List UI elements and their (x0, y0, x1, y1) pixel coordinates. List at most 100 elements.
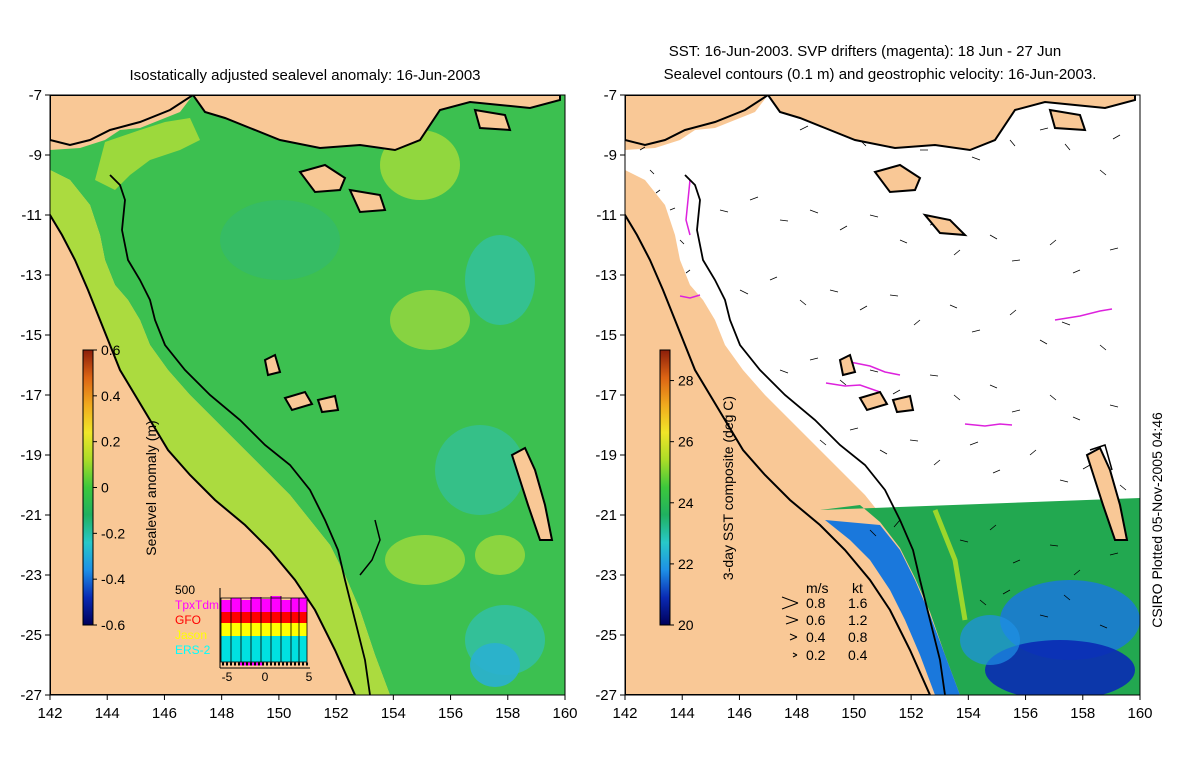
left-shelf-contour (109, 174, 371, 695)
right-sst-cold-eddy (985, 640, 1135, 695)
right-island (891, 394, 915, 414)
left-shelf-band (50, 170, 390, 695)
right-map-body (625, 95, 1140, 695)
x-tick-label: 146 (152, 705, 177, 722)
right-island (1048, 108, 1087, 132)
inset-legend-jason: Jason (175, 628, 207, 642)
right-colorbar: 28 26 24 22 20 3-day SST composite (deg C) (659, 349, 736, 633)
right-png-coast (766, 95, 1136, 152)
x-tick-label: 156 (438, 705, 463, 722)
colorbar-tick-label: -0.4 (101, 571, 125, 587)
y-tick-label: -13 (20, 267, 42, 284)
right-island (922, 213, 968, 237)
right-sst-cold-eddy (1000, 580, 1140, 660)
velocity-legend-header-ms: m/s (806, 580, 829, 596)
x-tick-label: 150 (266, 705, 291, 722)
y-tick-label: -11 (21, 207, 42, 224)
y-tick-label: -9 (29, 147, 42, 164)
y-tick-label: -7 (604, 87, 617, 104)
inset-legend-ers2: ERS-2 (175, 643, 211, 657)
drifter-track (1054, 308, 1113, 321)
colorbar-tick-label: 0.2 (101, 434, 121, 450)
inset-bar-outline (220, 597, 308, 663)
right-sst-warm-core (932, 509, 968, 621)
inset-legend-gfo: GFO (175, 613, 201, 627)
right-australia-coast (625, 213, 932, 695)
x-tick-label: 146 (727, 705, 752, 722)
y-tick-label: -17 (595, 387, 617, 404)
drifter-track (679, 294, 701, 299)
velocity-legend-ms: 0.2 (806, 647, 826, 663)
left-australia-coast (50, 213, 357, 695)
velocity-legend-kt: 1.6 (848, 595, 868, 611)
left-map-body (50, 95, 565, 695)
inset-top-label: 500 (175, 583, 195, 597)
left-axes: 142 144 146 148 150 152 154 156 158 160 -7 -9 -11 -13… (20, 87, 577, 722)
x-tick-label: 158 (495, 705, 520, 722)
right-colorbar-label: 3-day SST composite (deg C) (720, 396, 736, 580)
left-island (473, 108, 512, 132)
velocity-legend-ms: 0.8 (806, 595, 826, 611)
right-png-coast-west (625, 95, 770, 147)
right-panel-title-line2: Sealevel contours (0.1 m) and geostrophi… (664, 66, 1097, 83)
y-tick-label: -23 (20, 567, 42, 584)
left-panel-title: Isostatically adjusted sealevel anomaly:… (129, 67, 480, 84)
x-tick-label: 148 (784, 705, 809, 722)
right-island (1085, 446, 1129, 541)
velocity-legend-kt: 0.8 (848, 629, 868, 645)
drifter-track (825, 382, 881, 393)
velocity-legend-arrow (792, 652, 798, 658)
y-tick-label: -9 (604, 147, 617, 164)
inset-legend-tpxtdm: TpxTdm (175, 598, 219, 612)
x-tick-label: 152 (324, 705, 349, 722)
y-tick-label: -19 (20, 447, 42, 464)
y-tick-label: -27 (20, 687, 42, 704)
colorbar-tick-label: 0.4 (101, 388, 121, 404)
left-anomaly-blob (465, 235, 535, 325)
velocity-legend-arrow (789, 633, 798, 641)
y-tick-label: -11 (596, 207, 617, 224)
left-island (283, 390, 314, 412)
x-tick-label: 154 (381, 705, 406, 722)
right-axes: 142 144 146 148 150 152 154 156 158 160 -7 -9 -11 -13… (595, 87, 1152, 722)
left-png-coast (191, 95, 561, 152)
right-island (858, 390, 889, 412)
colorbar-tick-label: 26 (678, 434, 694, 450)
svp-drifter-tracks (679, 179, 1113, 427)
left-png-coast-west (50, 95, 195, 147)
colorbar-tick-label: 22 (678, 556, 694, 572)
x-tick-label: 160 (552, 705, 577, 722)
right-island (838, 353, 857, 377)
velocity-legend-kt: 1.2 (848, 612, 868, 628)
y-tick-label: -19 (595, 447, 617, 464)
y-tick-label: -23 (595, 567, 617, 584)
y-tick-label: -17 (20, 387, 42, 404)
left-island (510, 446, 554, 541)
x-tick-label: 152 (899, 705, 924, 722)
x-tick-label: 144 (95, 705, 120, 722)
right-map-panel: SST: 16-Jun-2003. SVP drifters (magenta)… (595, 43, 1165, 722)
left-island (348, 188, 387, 214)
velocity-legend-kt: 0.4 (848, 647, 868, 663)
right-shelf-contour (684, 174, 946, 695)
velocity-legend-ms: 0.6 (806, 612, 826, 628)
left-anomaly-blob (385, 535, 465, 585)
left-colorbar-bar (82, 349, 94, 626)
left-anomaly-blob (220, 200, 340, 280)
inset-x-tick: 5 (306, 670, 313, 684)
y-tick-label: -21 (20, 507, 42, 524)
left-anomaly-blob (390, 290, 470, 350)
colorbar-tick-label: -0.2 (101, 525, 125, 541)
x-tick-label: 160 (1127, 705, 1152, 722)
left-anomaly-blob (435, 425, 525, 515)
inset-bars (220, 596, 308, 663)
colorbar-tick-label: 0 (101, 480, 109, 496)
inset-bar-ers2 (221, 636, 307, 662)
y-tick-label: -25 (595, 627, 617, 644)
velocity-legend-arrow (785, 615, 799, 625)
left-reef-contour (359, 519, 381, 576)
velocity-legend: m/s kt 0.8 1.6 0.6 1.2 0.4 0.8 0.2 0.4 (781, 580, 868, 663)
right-colorbar-bar (659, 349, 671, 626)
drifter-track (849, 361, 901, 376)
